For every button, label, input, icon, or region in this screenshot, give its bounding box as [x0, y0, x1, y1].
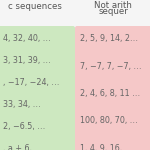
Text: sequer: sequer: [98, 7, 128, 16]
Text: Not arith: Not arith: [94, 1, 132, 10]
Text: , a + 6, …: , a + 6, …: [3, 144, 42, 150]
Text: 33, 34, …: 33, 34, …: [3, 100, 41, 109]
Text: , −17, −24, …: , −17, −24, …: [3, 78, 59, 87]
Text: 7, −7, 7, −7, …: 7, −7, 7, −7, …: [80, 61, 141, 70]
Text: 3, 31, 39, …: 3, 31, 39, …: [3, 56, 51, 65]
Text: 1, 4, 9, 16, …: 1, 4, 9, 16, …: [80, 144, 133, 150]
FancyBboxPatch shape: [0, 26, 75, 150]
Text: 4, 32, 40, …: 4, 32, 40, …: [3, 34, 51, 43]
Text: 100, 80, 70, …: 100, 80, 70, …: [80, 117, 138, 126]
Text: 2, 5, 9, 14, 2…: 2, 5, 9, 14, 2…: [80, 34, 138, 43]
Text: 2, −6.5, …: 2, −6.5, …: [3, 122, 45, 131]
Text: 2, 4, 6, 8, 11 …: 2, 4, 6, 8, 11 …: [80, 89, 140, 98]
Text: c sequences: c sequences: [8, 2, 62, 11]
FancyBboxPatch shape: [75, 26, 150, 150]
